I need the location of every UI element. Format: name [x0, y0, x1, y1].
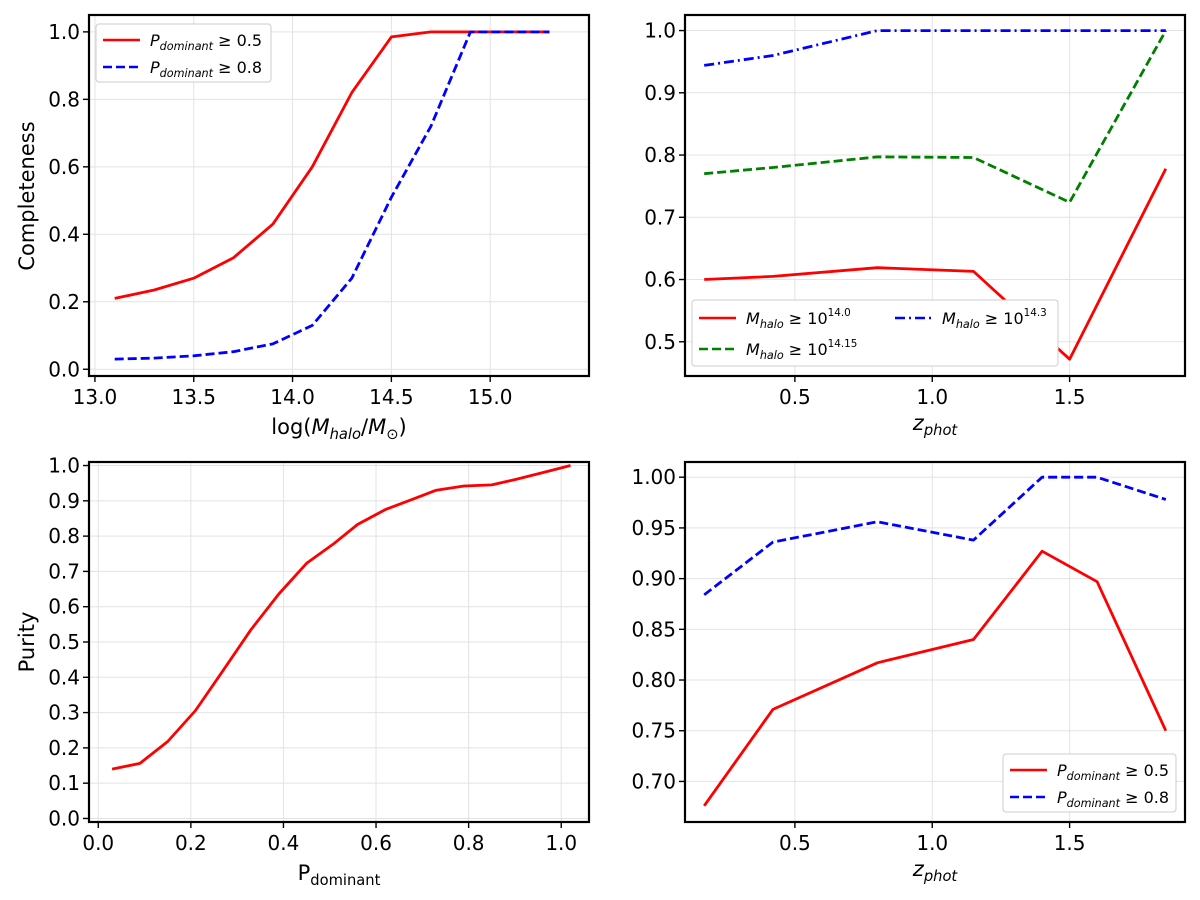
y-tick-label: 0.6	[48, 155, 80, 179]
x-tick-label: 0.0	[82, 831, 114, 855]
y-axis-label: Completeness	[15, 121, 39, 270]
x-axis-label: zphot	[912, 411, 959, 439]
legend: Mhalo ≥ 1014.0 Mhalo ≥ 1014.15 Mhalo ≥ 1…	[691, 299, 1059, 367]
x-ticks: 0.5 1.0 1.5	[779, 822, 1086, 855]
y-tick-label: 0.0	[48, 806, 80, 830]
legend-box	[691, 299, 1059, 367]
series-line-0	[703, 549, 1168, 807]
y-tick-label: 0.95	[631, 516, 676, 540]
plot-frame	[683, 13, 1187, 378]
series-line-0	[114, 30, 550, 300]
y-axis-label: Purity	[15, 612, 39, 673]
series-line-1	[703, 475, 1167, 596]
grid	[89, 462, 589, 822]
legend-label-p08: Pdominant ≥ 0.8	[1057, 788, 1169, 810]
x-tick-label: 1.0	[916, 831, 948, 855]
legend: Pdominant ≥ 0.5 Pdominant ≥ 0.8	[1002, 753, 1177, 813]
x-ticks: 13.0 13.5 14.0 14.5 15.0	[73, 376, 513, 409]
y-tick-label: 1.00	[631, 465, 676, 489]
x-tick-label: 1.0	[916, 385, 948, 409]
legend-label-m143: Mhalo ≥ 1014.3	[942, 307, 1047, 331]
legend-label-m140: Mhalo ≥ 1014.0	[746, 307, 851, 331]
legend-label-m1415: Mhalo ≥ 1014.15	[746, 338, 857, 362]
x-tick-label: 13.5	[171, 385, 216, 409]
x-tick-label: 14.5	[369, 385, 414, 409]
x-tick-label: 1.5	[1054, 831, 1086, 855]
x-tick-label: 0.6	[360, 831, 392, 855]
y-tick-label: 0.4	[48, 665, 80, 689]
y-tick-label: 0.75	[631, 719, 676, 743]
y-tick-label: 0.7	[644, 205, 676, 229]
y-tick-label: 0.90	[631, 567, 676, 591]
legend-label-p05: Pdominant ≥ 0.5	[1057, 761, 1169, 783]
x-tick-label: 0.8	[453, 831, 485, 855]
y-tick-label: 1.0	[644, 19, 676, 43]
x-tick-label: 0.4	[268, 831, 300, 855]
x-tick-label: 1.0	[545, 831, 577, 855]
series-line-0	[111, 464, 571, 771]
y-tick-label: 0.80	[631, 668, 676, 692]
legend-label-p05: Pdominant ≥ 0.5	[150, 31, 262, 53]
x-tick-label: 1.5	[1054, 385, 1086, 409]
series-group	[111, 464, 571, 771]
x-tick-label: 0.5	[779, 831, 811, 855]
series-line-1	[704, 29, 1168, 204]
y-tick-label: 0.8	[644, 143, 676, 167]
completeness-vs-mass-panel: 13.0 13.5 14.0 14.5 15.0 0.00.20.40.60.81.0 …	[15, 13, 591, 443]
y-tick-label: 0.2	[48, 290, 80, 314]
y-tick-label: 0.1	[48, 771, 80, 795]
y-tick-label: 0.8	[48, 524, 80, 548]
y-tick-label: 0.2	[48, 736, 80, 760]
completeness-vs-redshift-panel: 0.5 1.0 1.5 0.5 0.6 0.7 0.8 0.9 1.0 zphot Mhalo…	[644, 13, 1187, 439]
series-line-2	[704, 29, 1166, 67]
y-tick-label: 0.7	[48, 559, 80, 583]
legend-label-p08: Pdominant ≥ 0.8	[150, 58, 262, 80]
x-ticks: 0.0 0.2 0.4 0.6 0.8 1.0	[82, 822, 577, 855]
legend-box	[1002, 753, 1177, 813]
y-tick-label: 0.5	[644, 330, 676, 354]
y-ticks: 0.70 0.75 0.80 0.85 0.90 0.95 1.00	[631, 465, 685, 793]
x-tick-label: 14.0	[270, 385, 315, 409]
y-tick-label: 0.85	[631, 617, 676, 641]
plot-frame	[87, 13, 591, 378]
y-tick-label: 0.6	[48, 595, 80, 619]
y-tick-label: 0.9	[48, 489, 80, 513]
plot-frame	[683, 460, 1187, 824]
y-ticks: 0.5 0.6 0.7 0.8 0.9 1.0	[644, 19, 685, 354]
y-tick-label: 0.4	[48, 222, 80, 246]
y-tick-label: 0.8	[48, 87, 80, 111]
series-group	[114, 30, 550, 361]
legend-box	[95, 23, 272, 83]
series-line-0	[704, 168, 1168, 361]
y-ticks: 0.0 0.2 0.4 0.6 0.8 1.0	[48, 20, 89, 381]
legend: Pdominant ≥ 0.5 Pdominant ≥ 0.8	[95, 23, 272, 83]
x-tick-label: 15.0	[468, 385, 513, 409]
x-tick-label: 13.0	[73, 385, 118, 409]
x-tick-label: 0.2	[175, 831, 207, 855]
y-tick-label: 0.5	[48, 630, 80, 654]
y-tick-label: 0.3	[48, 701, 80, 725]
y-tick-label: 1.0	[48, 454, 80, 478]
x-axis-label: zphot	[912, 857, 959, 885]
y-tick-label: 1.0	[48, 20, 80, 44]
series-line-1	[114, 30, 550, 361]
y-tick-label: 0.9	[644, 81, 676, 105]
purity-vs-redshift-panel: 0.5 1.0 1.5 0.70 0.75 0.80 0.85 0.90 0.95 1.00 z…	[631, 460, 1187, 885]
y-tick-label: 0.6	[644, 268, 676, 292]
x-ticks: 0.5 1.0 1.5	[779, 376, 1086, 409]
series-group	[703, 475, 1168, 807]
x-tick-label: 0.5	[779, 385, 811, 409]
y-tick-label: 0.0	[48, 357, 80, 381]
series-group	[704, 29, 1168, 361]
y-ticks: 0.0 0.1 0.2 0.3 0.4 0.5 0.6 0.7 0.8 0.9 1.0	[48, 454, 89, 830]
y-tick-label: 0.70	[631, 769, 676, 793]
